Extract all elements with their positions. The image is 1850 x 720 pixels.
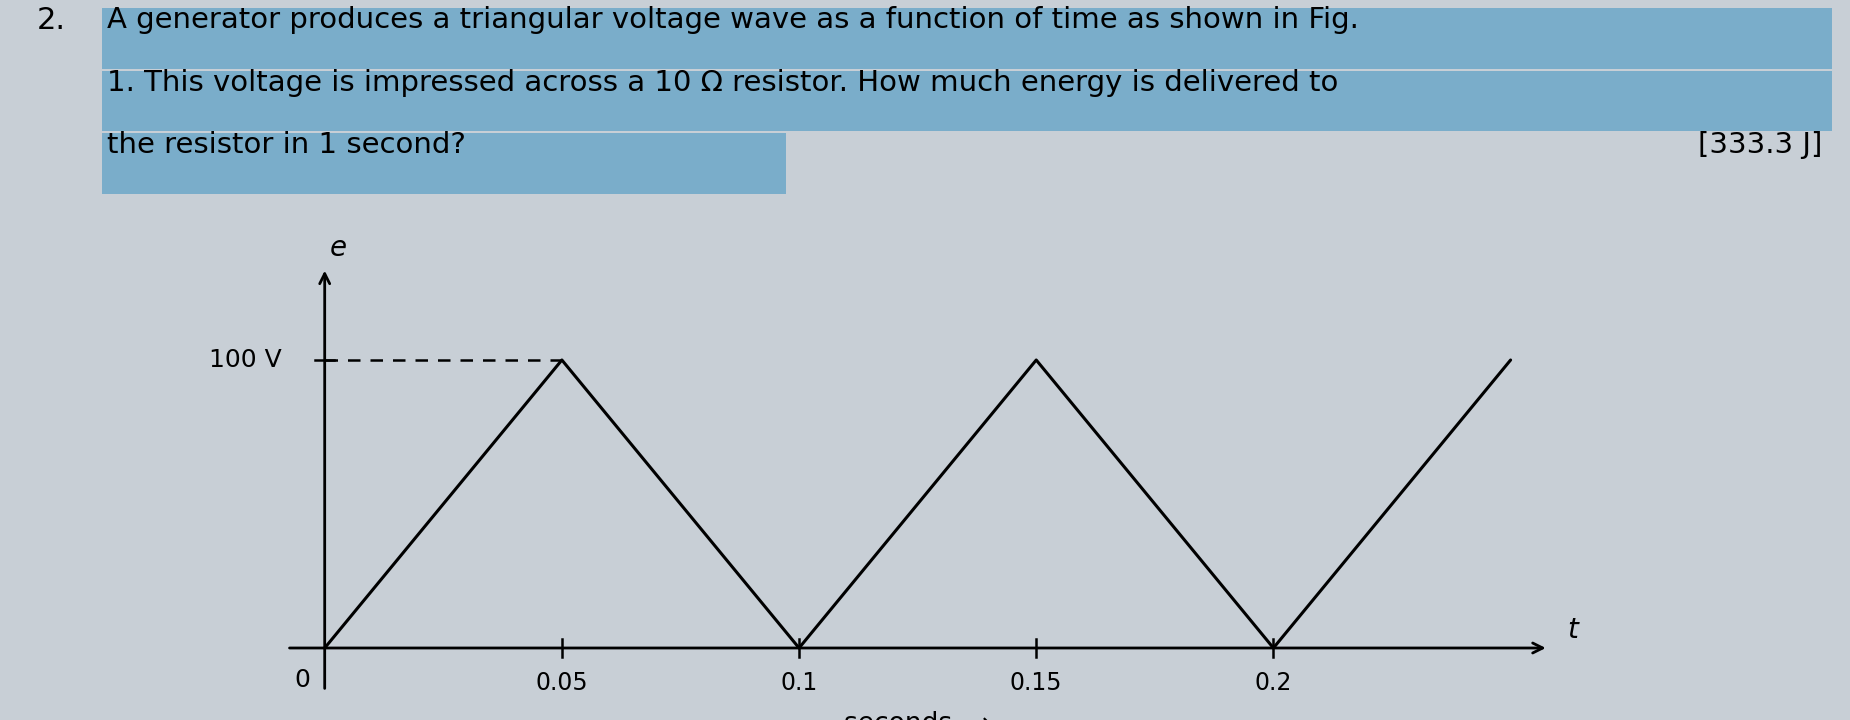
Text: 100 V: 100 V (209, 348, 281, 372)
Text: 0: 0 (294, 668, 311, 692)
Text: 0.05: 0.05 (535, 671, 588, 695)
Text: 0.1: 0.1 (781, 671, 818, 695)
Bar (102, 133, 786, 194)
Text: t: t (1567, 616, 1578, 644)
Bar (102, 71, 1832, 131)
Text: 0.2: 0.2 (1254, 671, 1291, 695)
Text: 1. This voltage is impressed across a 10 Ω resistor. How much energy is delivere: 1. This voltage is impressed across a 10… (107, 68, 1339, 96)
Text: [333.3 J]: [333.3 J] (1698, 131, 1822, 159)
Text: 0.15: 0.15 (1010, 671, 1062, 695)
Text: 2.: 2. (37, 6, 67, 35)
Text: seconds  →: seconds → (844, 711, 992, 720)
Text: A generator produces a triangular voltage wave as a function of time as shown in: A generator produces a triangular voltag… (107, 6, 1360, 34)
Text: e: e (329, 234, 346, 262)
Bar (102, 8, 1832, 68)
Text: the resistor in 1 second?: the resistor in 1 second? (107, 131, 466, 159)
